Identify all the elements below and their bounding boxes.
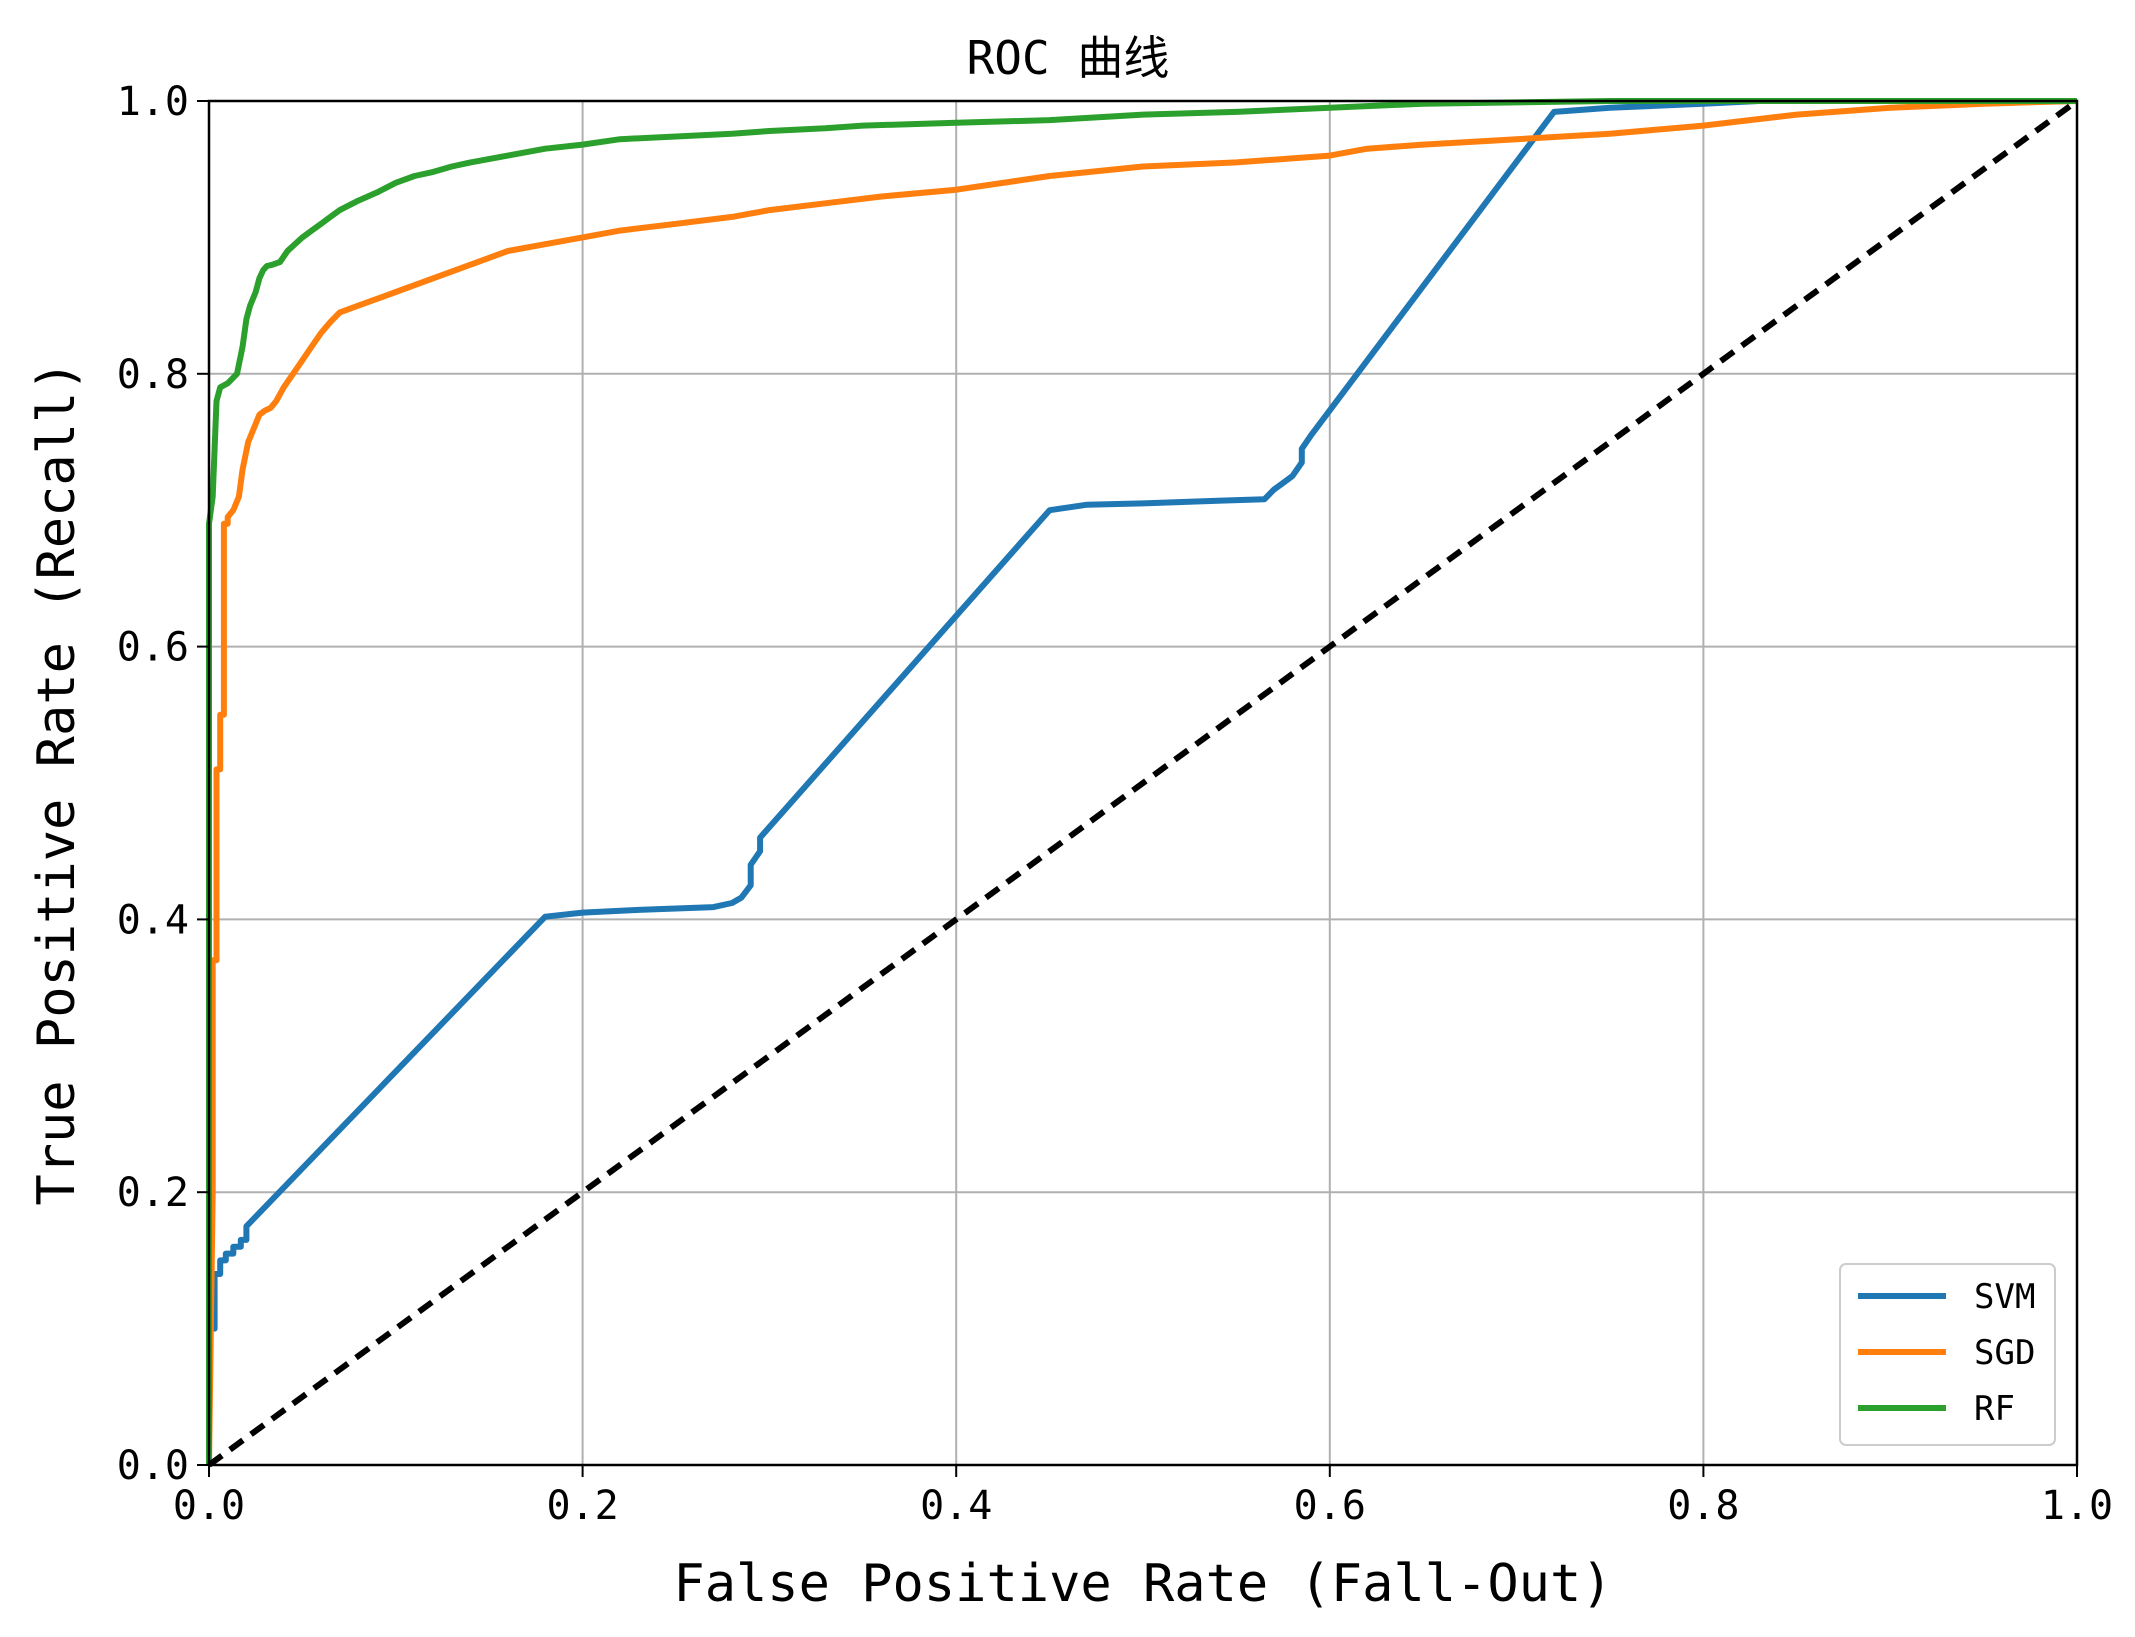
x-axis-label: False Positive Rate (Fall-Out): [673, 1554, 1612, 1614]
y-tick-label-0: 0.0: [117, 1443, 189, 1489]
legend-label-svm: SVM: [1974, 1277, 2035, 1317]
legend-box: [1839, 1263, 2056, 1446]
legend-label-sgd: SGD: [1974, 1333, 2035, 1373]
y-tick-label-5: 1.0: [117, 79, 189, 125]
legend-label-rf: RF: [1974, 1389, 2015, 1429]
x-tick-label-3: 0.6: [1294, 1483, 1366, 1529]
x-tick-label-2: 0.4: [920, 1483, 992, 1529]
x-tick-label-4: 0.8: [1667, 1483, 1739, 1529]
x-tick-label-1: 0.2: [546, 1483, 618, 1529]
y-axis-label: True Positive Rate (Recall): [27, 360, 87, 1205]
y-tick-label-4: 0.8: [117, 352, 189, 398]
y-tick-label-2: 0.4: [117, 897, 189, 943]
plot-area: [206, 98, 2079, 1468]
series-line-sgd: [206, 98, 2078, 1466]
y-tick-label-3: 0.6: [117, 625, 189, 671]
axes-frame: [207, 99, 2079, 1467]
series-line-svm: [206, 98, 2077, 1465]
series-line-diagonal: [207, 98, 2079, 1468]
y-tick-label-1: 0.2: [117, 1170, 189, 1216]
chart-title: ROC 曲线: [967, 31, 1170, 85]
axis-ticks: 0.0 0.2 0.4 0.6 0.8 1.0 0.0 0.2 0.4 0.6 0.8 1.0: [117, 79, 2113, 1529]
series-line-rf: [206, 98, 2077, 1465]
x-tick-label-0: 0.0: [173, 1483, 245, 1529]
x-tick-label-5: 1.0: [2041, 1483, 2113, 1529]
legend: SVM SGD RF: [1839, 1263, 2056, 1446]
